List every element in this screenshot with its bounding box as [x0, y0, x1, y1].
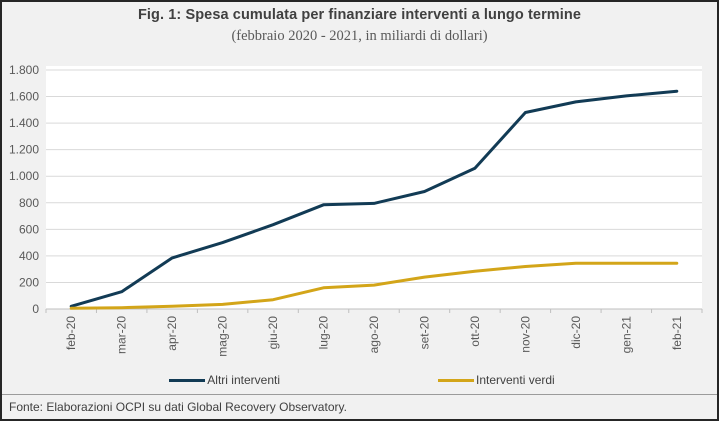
x-axis-tick-label: mag-20 — [216, 316, 230, 357]
x-axis-tick-label: lug-20 — [317, 316, 331, 350]
series-line-altri-interventi — [69, 89, 679, 308]
chart-legend: Altri interventi Interventi verdi — [42, 373, 682, 387]
x-axis-tick-label: giu-20 — [266, 316, 280, 350]
line-chart: 0 200 400 600 800 1.000 1.200 1.400 1.600 1.800 fe… — [9, 63, 703, 357]
y-axis-tick-label: 400 — [19, 249, 39, 263]
altri-interventi-line-swatch — [169, 378, 206, 382]
x-axis-tick-label: ago-20 — [367, 316, 381, 354]
x-axis-tick-label: dic-20 — [569, 316, 583, 349]
y-axis-tick-label: 1.200 — [9, 143, 39, 157]
x-axis-tick-label: ott-20 — [468, 316, 482, 347]
x-axis-tick-label: set-20 — [417, 316, 431, 350]
chart-subtitle: (febbraio 2020 - 2021, in miliardi di do… — [231, 28, 488, 44]
legend-label: Interventi verdi — [476, 373, 555, 387]
footer-divider — [2, 394, 717, 395]
legend-item-altri-interventi: Altri interventi — [169, 373, 280, 387]
x-axis-tick-label: feb-20 — [64, 316, 78, 350]
x-axis-tick-label: feb-21 — [670, 316, 684, 350]
interventi-verdi-line-swatch — [438, 378, 474, 382]
y-axis-tick-label: 1.600 — [9, 90, 39, 104]
x-axis-tick-label: apr-20 — [165, 316, 179, 351]
y-axis-tick-label: 200 — [19, 275, 39, 289]
source-note: Fonte: Elaborazioni OCPI su dati Global … — [9, 400, 347, 414]
y-axis-tick-label: 0 — [32, 302, 39, 316]
legend-item-interventi-verdi: Interventi verdi — [438, 373, 555, 387]
y-axis-tick-label: 1.800 — [9, 63, 39, 77]
legend-label: Altri interventi — [207, 373, 280, 387]
x-axis-tick-label: mar-20 — [115, 316, 129, 354]
y-axis-tick-label: 800 — [19, 196, 39, 210]
y-axis-tick-label: 600 — [19, 222, 39, 236]
y-axis-tick-label: 1.400 — [9, 116, 39, 130]
y-axis-tick-label: 1.000 — [9, 169, 39, 183]
series-line-interventi-verdi — [69, 261, 679, 310]
x-axis-tick-label: gen-21 — [619, 316, 633, 354]
x-axis-tick-label: nov-20 — [518, 316, 532, 353]
chart-title: Fig. 1: Spesa cumulata per finanziare in… — [137, 7, 582, 23]
